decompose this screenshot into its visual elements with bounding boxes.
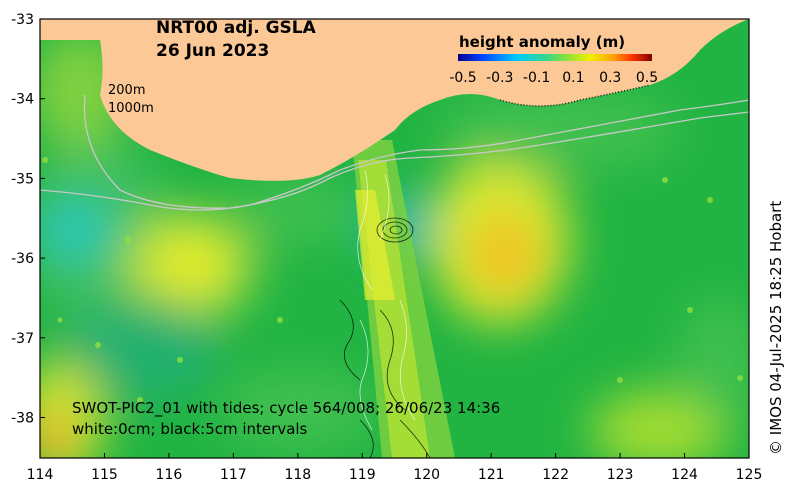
x-tick-label: 118 [284,467,311,483]
map-title-line1: NRT00 adj. GSLA [156,18,317,38]
colorbar-tick-label: 0.1 [562,70,584,86]
swot-swath [339,140,455,458]
y-axis: -33 -34 -35 -36 -37 -38 [11,12,45,427]
x-axis: 114 115 116 117 118 119 120 121 122 123 124 125 [27,453,763,483]
x-tick-label: 123 [607,467,634,483]
y-tick-label: -34 [11,92,34,108]
colorbar-tick-label: 0.3 [599,70,621,86]
y-tick-label: -33 [11,12,34,28]
x-tick-label: 120 [413,467,440,483]
isobath-label-1000m: 1000m [108,101,154,116]
credit-text: © IMOS 04-Jul-2025 18:25 Hobart [767,201,785,455]
observation-dots [42,157,743,403]
x-tick-label: 117 [220,467,247,483]
colorbar-gradient [458,54,652,61]
colorbar-title: height anomaly (m) [459,33,625,51]
colorbar: height anomaly (m) -0.5 -0.3 -0.1 0.1 0.3 0.5 [449,33,658,86]
colorbar-tick-label: 0.5 [636,70,658,86]
x-tick-label: 122 [542,467,569,483]
x-tick-label: 119 [349,467,376,483]
y-tick-label: -35 [11,171,34,187]
x-tick-label: 125 [736,467,763,483]
swath-note-line1: SWOT-PIC2_01 with tides; cycle 564/008; … [72,399,500,418]
colorbar-tick-label: -0.5 [449,70,476,86]
x-tick-label: 114 [27,467,54,483]
x-tick-label: 121 [478,467,505,483]
isobath-lines [40,94,749,211]
colorbar-tick-label: -0.3 [486,70,513,86]
y-tick-label: -37 [11,331,34,347]
x-tick-label: 115 [91,467,118,483]
land-coast-detail [499,84,651,107]
colorbar-ticks: -0.5 -0.3 -0.1 0.1 0.3 0.5 [449,70,658,86]
y-tick-label: -38 [11,411,34,427]
isobath-label-200m: 200m [108,83,145,98]
x-tick-label: 116 [156,467,183,483]
y-tick-label: -36 [11,251,34,267]
colorbar-tick-label: -0.1 [523,70,550,86]
map-title-line2: 26 Jun 2023 [156,41,269,61]
map-plot-area [40,19,749,458]
swath-note-line2: white:0cm; black:5cm intervals [72,420,308,438]
x-tick-label: 124 [671,467,698,483]
plot-frame [39,18,750,459]
